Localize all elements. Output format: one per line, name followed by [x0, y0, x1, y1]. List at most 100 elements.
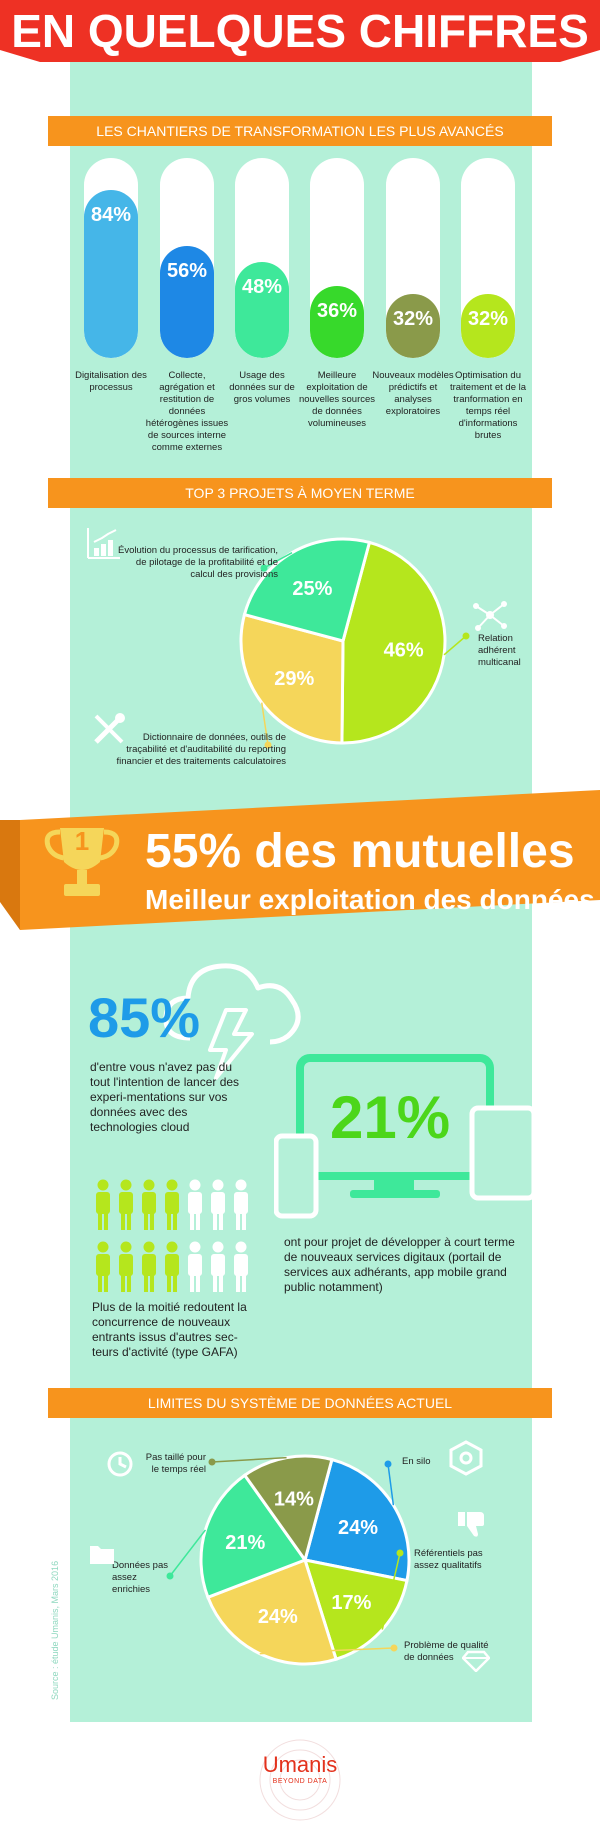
- progress-pill: 36%: [310, 158, 364, 358]
- pie1-label-tarification: Évolution du processus de tarification, …: [118, 545, 279, 580]
- pie1-leader-dot: [462, 632, 470, 640]
- growth-chart-icon: [87, 528, 120, 559]
- pie2-label-silo: En silo: [402, 1456, 431, 1467]
- progress-pill: 56%: [160, 158, 214, 358]
- clock-icon: [107, 1451, 133, 1477]
- progress-pill: 48%: [235, 158, 289, 358]
- highlight-banner: [0, 790, 600, 930]
- header-banner: EN QUELQUES CHIFFRES: [0, 0, 600, 62]
- progress-pill-fill: [160, 246, 214, 358]
- progress-pill-label: Usage des données sur de gros volumes: [229, 370, 295, 405]
- pie2-leader-dot: [166, 1572, 174, 1580]
- person-icon-highlighted: [142, 1179, 156, 1230]
- digital-percentage: 21%: [330, 1084, 451, 1151]
- pie2-leader-line: [259, 1647, 395, 1655]
- pie2-slice-value: 17%: [331, 1592, 371, 1614]
- pie1-slice: [340, 540, 447, 745]
- network-nodes-icon: [473, 601, 507, 631]
- progress-pill-label: Digitalisation des processus: [75, 370, 147, 393]
- section3-title: LIMITES DU SYSTÈME DE DONNÉES ACTUEL: [48, 1388, 552, 1418]
- person-icon-highlighted: [119, 1241, 133, 1292]
- trophy-icon: [44, 828, 120, 896]
- person-icon: [211, 1179, 225, 1230]
- progress-pill-label: Optimisation du traitement et de la tran…: [449, 370, 527, 441]
- progress-pill: 32%: [461, 158, 515, 358]
- pie2-slice-value: 24%: [258, 1606, 298, 1628]
- pie1-label-dictionnaire: Dictionnaire de données, outils de traça…: [116, 732, 287, 767]
- pie2-leader-dot: [208, 1458, 216, 1466]
- header-background: [0, 0, 600, 62]
- progress-pill-value: 48%: [241, 276, 283, 298]
- person-icon-highlighted: [96, 1179, 110, 1230]
- pie1-slice-value: 29%: [274, 668, 314, 690]
- tools-icon: [94, 713, 125, 744]
- diamond-icon: [462, 1650, 490, 1672]
- pie2-label-referentiels: Référentiels pas assez qualitatifs: [414, 1548, 483, 1571]
- brand-logo: Umanis: [262, 1752, 338, 1777]
- progress-pill-value: 32%: [467, 308, 509, 330]
- cloud-percentage: 85%: [88, 986, 201, 1049]
- progress-pill-fill: [386, 294, 440, 358]
- pie2-label-donnees: Données pas assez enrichies: [112, 1560, 168, 1595]
- hexagon-network-icon: [449, 1440, 483, 1476]
- pie2-slice: [303, 1457, 411, 1583]
- highlight-subline: Meilleur exploitation des données: [145, 884, 595, 915]
- progress-pill-fill: [310, 286, 364, 358]
- pie2-leader-dot: [390, 1644, 398, 1652]
- progress-pill-fill: [235, 262, 289, 358]
- pie2-leader-line: [387, 1463, 395, 1506]
- pie1-slice: [239, 612, 345, 745]
- digital-description: ont pour projet de développer à court te…: [284, 1235, 515, 1294]
- progress-pill-label: Collecte, agrégation et restitution de d…: [145, 370, 229, 453]
- progress-pill-fill: [461, 294, 515, 358]
- person-icon: [188, 1241, 202, 1292]
- progress-pill-value: 36%: [316, 300, 358, 322]
- pie2-label-qualite: Problème de qualité de données: [404, 1640, 489, 1663]
- highlight-headline: 55% des mutuelles: [145, 825, 575, 878]
- section1-title: LES CHANTIERS DE TRANSFORMATION LES PLUS…: [48, 116, 552, 146]
- pie2-slice-value: 24%: [338, 1517, 378, 1539]
- section2-title: TOP 3 PROJETS À MOYEN TERME: [48, 478, 552, 508]
- footer-swirl: [259, 1739, 341, 1821]
- person-icon-highlighted: [142, 1241, 156, 1292]
- progress-pill-value: 84%: [90, 204, 132, 226]
- pie1-leader-line: [443, 635, 467, 656]
- cloud-lightning-icon: [163, 963, 301, 1080]
- folder-icon: [90, 1546, 114, 1564]
- pie2-slice: [302, 1558, 409, 1662]
- people-description: Plus de la moitié redoutent la concurren…: [92, 1300, 247, 1359]
- pie2-leader-dot: [384, 1460, 392, 1468]
- pie1-label-relation: Relation adhérent multicanal: [478, 633, 521, 668]
- source-note: Source : étude Umanis, Mars 2016: [50, 1560, 60, 1700]
- progress-pill-fill: [84, 190, 138, 358]
- pie2-slice: [242, 1454, 334, 1564]
- person-icon-highlighted: [96, 1241, 110, 1292]
- pie2-leader-line: [381, 1552, 401, 1630]
- pie2-slice-value: 14%: [274, 1489, 314, 1511]
- progress-pill-label: Nouveaux modèles prédictifs et analyses …: [372, 370, 454, 417]
- progress-pill: 84%: [84, 158, 138, 358]
- pie2-slice: [199, 1473, 308, 1600]
- progress-pill-value: 32%: [392, 308, 434, 330]
- person-icon-highlighted: [165, 1179, 179, 1230]
- progress-pill-label: Meilleure exploitation de nouvelles sour…: [298, 370, 376, 429]
- progress-pill-value: 56%: [166, 260, 208, 282]
- pie1-slice-value: 25%: [292, 578, 332, 600]
- person-icon: [234, 1179, 248, 1230]
- pie1-leader-line: [263, 552, 293, 569]
- brand-tagline: BEYOND DATA: [272, 1778, 328, 1785]
- person-icon-highlighted: [119, 1179, 133, 1230]
- page-title: EN QUELQUES CHIFFRES: [11, 5, 589, 57]
- pie1-leader-dot: [264, 741, 272, 749]
- person-icon: [211, 1241, 225, 1292]
- people-grid: [96, 1179, 248, 1292]
- pie2-slice-value: 21%: [225, 1532, 265, 1554]
- pie1-slice-value: 46%: [384, 639, 424, 661]
- thumbs-down-icon: [458, 1512, 484, 1537]
- pie1-leader-line: [261, 702, 269, 746]
- pie2-leader-line: [211, 1456, 287, 1463]
- person-icon: [188, 1179, 202, 1230]
- pie1-slice: [242, 537, 372, 643]
